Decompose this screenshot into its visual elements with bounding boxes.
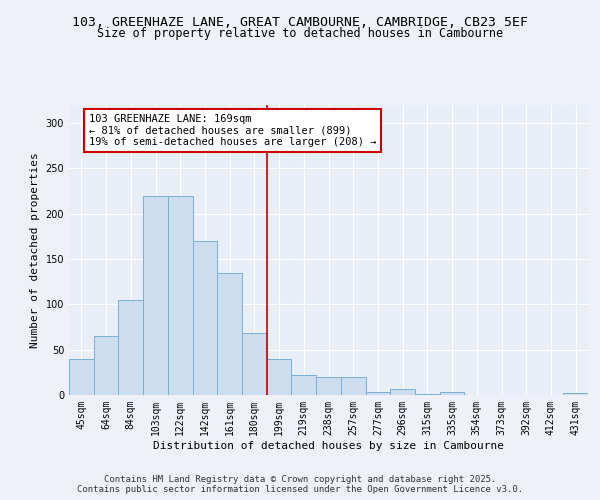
Text: Size of property relative to detached houses in Cambourne: Size of property relative to detached ho… bbox=[97, 28, 503, 40]
Bar bbox=[316, 377, 341, 395]
Bar bbox=[118, 300, 143, 395]
Text: Contains HM Land Registry data © Crown copyright and database right 2025.: Contains HM Land Registry data © Crown c… bbox=[104, 476, 496, 484]
Bar bbox=[217, 272, 242, 395]
Bar bbox=[267, 359, 292, 395]
Text: Contains public sector information licensed under the Open Government Licence v3: Contains public sector information licen… bbox=[77, 484, 523, 494]
Bar bbox=[292, 375, 316, 395]
Bar bbox=[94, 336, 118, 395]
Bar bbox=[193, 241, 217, 395]
Bar bbox=[143, 196, 168, 395]
Bar bbox=[168, 196, 193, 395]
Bar bbox=[440, 392, 464, 395]
Bar bbox=[415, 394, 440, 395]
Bar bbox=[69, 359, 94, 395]
X-axis label: Distribution of detached houses by size in Cambourne: Distribution of detached houses by size … bbox=[153, 440, 504, 450]
Bar bbox=[242, 334, 267, 395]
Text: 103 GREENHAZE LANE: 169sqm
← 81% of detached houses are smaller (899)
19% of sem: 103 GREENHAZE LANE: 169sqm ← 81% of deta… bbox=[89, 114, 376, 148]
Bar bbox=[341, 377, 365, 395]
Bar bbox=[365, 392, 390, 395]
Bar bbox=[563, 393, 588, 395]
Text: 103, GREENHAZE LANE, GREAT CAMBOURNE, CAMBRIDGE, CB23 5EF: 103, GREENHAZE LANE, GREAT CAMBOURNE, CA… bbox=[72, 16, 528, 29]
Y-axis label: Number of detached properties: Number of detached properties bbox=[30, 152, 40, 348]
Bar bbox=[390, 388, 415, 395]
